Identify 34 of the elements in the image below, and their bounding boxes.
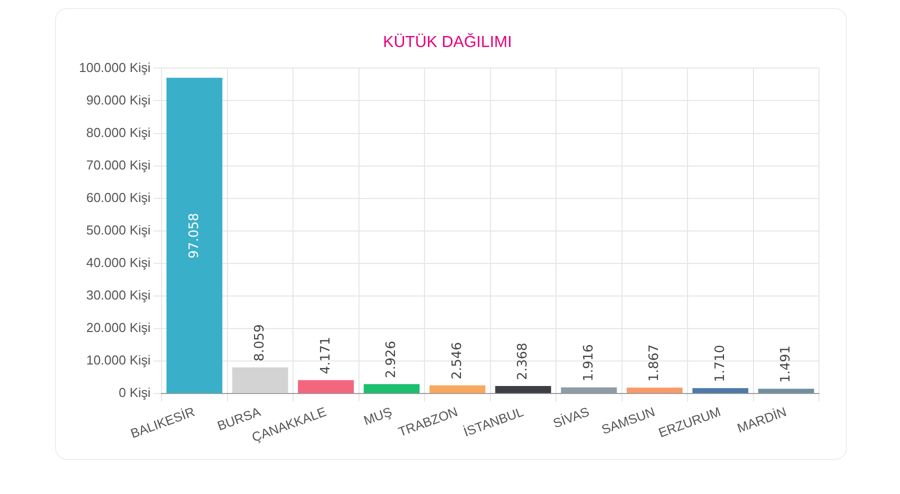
y-tick-label: 90.000 Kişi (86, 92, 151, 108)
y-tick-label: 40.000 Kişi (86, 255, 151, 270)
data-label: 1.867 (647, 344, 662, 382)
bar (166, 78, 222, 394)
y-tick-label: 30.000 Kişi (86, 288, 151, 303)
bar (495, 386, 552, 394)
data-label: 97.058 (186, 212, 202, 258)
data-label: 1.491 (778, 346, 794, 383)
data-label: 2.926 (384, 340, 400, 378)
bar (429, 385, 486, 394)
bar (560, 387, 617, 394)
y-tick-label: 60.000 Kişi (86, 190, 151, 205)
y-tick-label: 20.000 Kişi (86, 320, 151, 336)
bar (758, 388, 814, 394)
data-label: 2.546 (450, 342, 465, 380)
y-tick-label: 70.000 Kişi (86, 157, 151, 172)
data-label: 1.916 (581, 344, 596, 382)
data-label: 2.368 (516, 342, 531, 380)
y-tick-label: 80.000 Kişi (86, 124, 151, 140)
y-tick-label: 0 Kişi (118, 385, 151, 400)
x-tick-label: SİVAS (550, 404, 592, 431)
y-tick-label: 50.000 Kişi (86, 222, 151, 238)
data-label: 4.171 (318, 336, 334, 374)
x-tick-label: MUŞ (362, 404, 394, 428)
bar (364, 384, 420, 394)
bar (232, 367, 288, 394)
bar (692, 388, 748, 394)
data-label: 1.710 (712, 344, 728, 382)
y-tick-label: 10.000 Kişi (86, 352, 151, 368)
bar (298, 380, 354, 394)
chart-title: KÜTÜK DAĞILIMI (383, 33, 512, 52)
bar (626, 388, 683, 394)
y-tick-label: 100.000 Kişi (78, 60, 151, 75)
data-label: 8.059 (252, 324, 268, 362)
